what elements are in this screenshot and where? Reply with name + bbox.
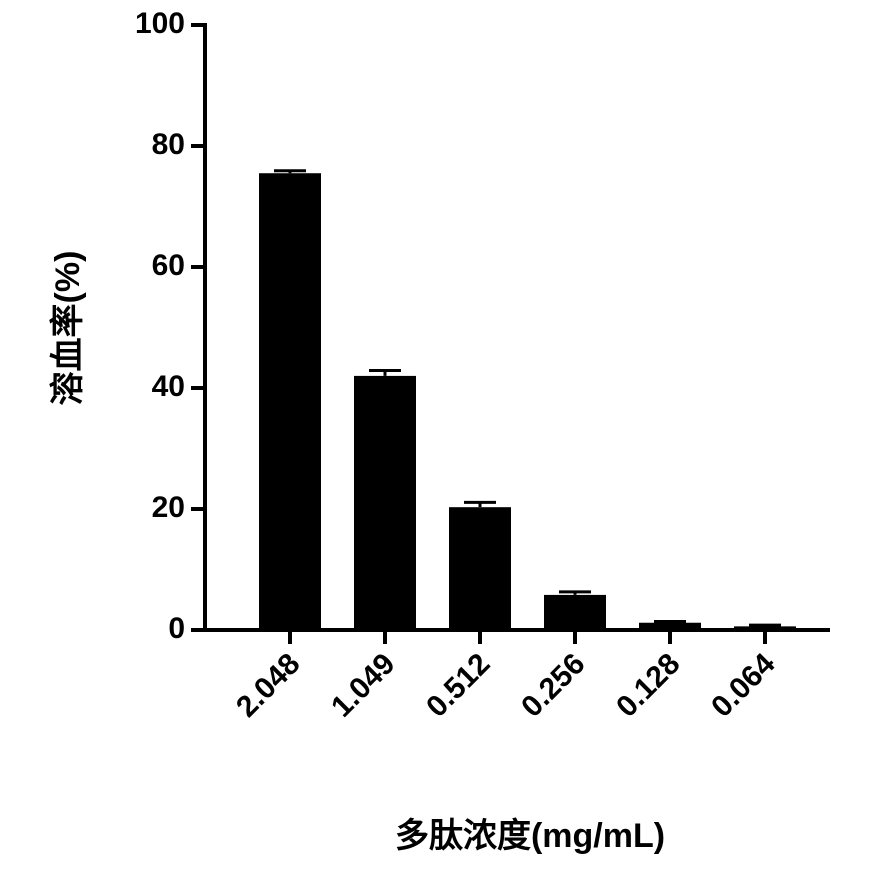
x-tick-label: 1.049 — [325, 647, 401, 723]
y-tick-label: 60 — [152, 249, 185, 282]
y-tick-label: 0 — [168, 612, 185, 645]
x-tick-label: 0.128 — [610, 647, 686, 723]
x-tick-label: 0.512 — [420, 647, 496, 723]
bar — [449, 507, 511, 630]
y-axis-title: 溶血率(%) — [49, 251, 87, 406]
x-tick-label: 2.048 — [230, 647, 306, 723]
error-bar — [274, 171, 306, 173]
bar — [639, 623, 701, 630]
x-tick-label: 0.064 — [705, 647, 782, 724]
error-bar — [654, 622, 686, 623]
x-axis-title: 多肽浓度(mg/mL) — [395, 817, 665, 855]
error-bar — [464, 502, 496, 507]
error-bar — [559, 592, 591, 595]
bar — [734, 626, 796, 630]
chart: 多肽浓度(mg/mL) 溶血率(%) 0 20 40 60 80 100 2.0481.04… — [0, 0, 869, 889]
bar — [354, 376, 416, 630]
bar — [259, 173, 321, 630]
x-tick-label: 0.256 — [515, 647, 591, 723]
bar — [544, 595, 606, 630]
y-tick-label: 80 — [152, 128, 185, 161]
y-tick-label: 40 — [152, 370, 185, 403]
y-tick-label: 100 — [135, 7, 185, 40]
error-bar — [369, 370, 401, 375]
error-bar — [749, 625, 781, 626]
y-tick-label: 20 — [152, 491, 185, 524]
